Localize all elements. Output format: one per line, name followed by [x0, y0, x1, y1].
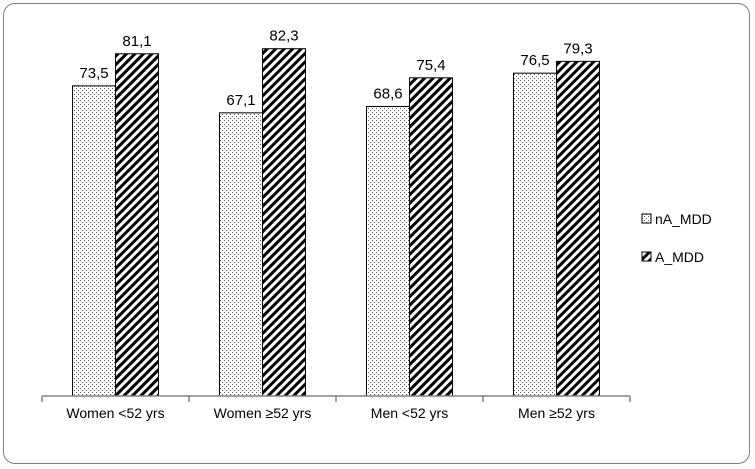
- category-label: Men <52 yrs: [371, 405, 448, 421]
- category-label: Women <52 yrs: [66, 405, 164, 421]
- bar-a-mdd-men-52-yrs: [556, 60, 600, 397]
- legend-label-a-mdd: A_MDD: [655, 249, 704, 265]
- bar-a-mdd-men-52-yrs: [409, 77, 453, 397]
- bar-na-mdd-women-52-yrs: [219, 112, 263, 397]
- value-label: 68,6: [373, 86, 402, 103]
- value-label: 73,5: [79, 65, 108, 82]
- bar-na-mdd-men-52-yrs: [513, 72, 557, 397]
- legend-label-na-mdd: nA_MDD: [655, 211, 712, 227]
- legend-swatch-na-mdd: [641, 213, 652, 224]
- x-ticks-group: [41, 396, 631, 402]
- bar-na-mdd-men-52-yrs: [366, 106, 410, 397]
- bar-na-mdd-women-52-yrs: [72, 85, 116, 397]
- value-label: 81,1: [122, 33, 151, 50]
- value-label: 82,3: [269, 28, 298, 45]
- category-labels-group: Women <52 yrs Women ≥52 yrs Men <52 yrs Men…: [66, 405, 595, 421]
- value-label: 67,1: [226, 92, 255, 109]
- bar-a-mdd-women-52-yrs: [115, 53, 159, 397]
- bars-group: [72, 48, 600, 397]
- category-label: Men ≥52 yrs: [518, 405, 595, 421]
- value-label: 76,5: [520, 52, 549, 69]
- bar-a-mdd-women-52-yrs: [262, 48, 306, 397]
- legend: nA_MDD A_MDD: [641, 211, 712, 265]
- value-label: 79,3: [563, 40, 592, 57]
- category-label: Women ≥52 yrs: [214, 405, 312, 421]
- value-labels-group: 73,5 81,1 67,1 82,3 68,6 75,4 76,5 79,3: [79, 28, 592, 109]
- value-label: 75,4: [416, 57, 445, 74]
- legend-swatch-a-mdd: [641, 251, 652, 262]
